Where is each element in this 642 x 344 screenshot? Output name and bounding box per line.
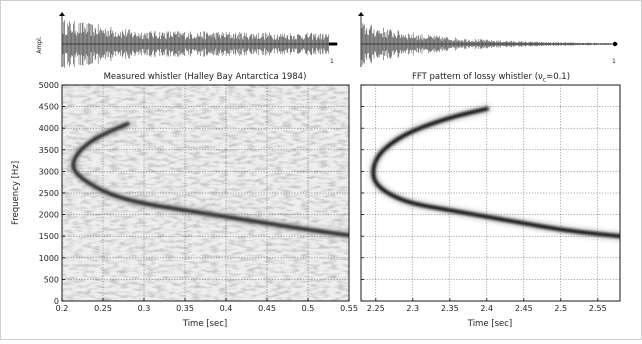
right-chart-title: FFT pattern of lossy whistler (νc=0.1): [412, 72, 570, 84]
trace-point: [184, 210, 185, 211]
y-tick-label: 3000: [39, 167, 59, 176]
y-tick-label: 5000: [39, 81, 59, 90]
trace-point: [86, 182, 87, 183]
x-tick-label: 2.4: [480, 304, 493, 313]
trace-point: [560, 229, 561, 230]
left-whistler-trace-group: [68, 119, 349, 240]
trace-point: [78, 151, 79, 152]
x-tick-label: 0.4: [220, 304, 233, 313]
y-tick-label: 1500: [39, 232, 59, 241]
y-tick-label: 4500: [39, 103, 59, 112]
x-tick-label: 2.3: [406, 304, 419, 313]
left-xlabel: Time [sec]: [182, 319, 227, 329]
right-title-main: FFT pattern of lossy whistler (ν: [412, 72, 543, 82]
trace-point: [72, 162, 73, 163]
left-plot-area: 0.2 0.25 0.3 0.35 0.4 0.45 0.5 0.55 0 500 1000 1500…: [11, 81, 358, 329]
trace-point: [107, 132, 108, 133]
x-tick-label: 2.5: [554, 304, 567, 313]
x-tick-label: 0.3: [138, 304, 151, 313]
left-waveform-ylabel: Ampl.: [36, 36, 43, 53]
left-ticks: 0.2 0.25 0.3 0.35 0.4 0.45 0.5 0.55 0 500 1000 1500…: [39, 81, 358, 313]
y-tick-label: 1000: [39, 254, 59, 263]
right-grid: [361, 85, 620, 301]
x-tick-label: 0.5: [302, 304, 315, 313]
trace-point: [307, 229, 308, 230]
trace-point: [390, 143, 391, 144]
x-tick-label: 0.45: [258, 304, 276, 313]
x-tick-label: 2.45: [515, 304, 533, 313]
x-tick-label: 2.25: [367, 304, 385, 313]
trace-point: [377, 156, 378, 157]
y-tick-label: 2000: [39, 211, 59, 220]
x-tick-label: 0.25: [94, 304, 112, 313]
whistler-trace: [71, 122, 349, 238]
y-tick-label: 0: [54, 297, 59, 306]
trace-point: [390, 195, 391, 196]
x-tick-label: 0.55: [340, 304, 358, 313]
left-waveform-panel: Ampl. 1: [36, 12, 338, 68]
y-tick-label: 500: [44, 275, 59, 284]
left-waveform-end-label: 1: [330, 58, 334, 65]
y-tick-label: 3500: [39, 146, 59, 155]
y-tick-label: 4000: [39, 124, 59, 133]
x-tick-label: 2.35: [441, 304, 459, 313]
right-waveform-end-label: 1: [612, 58, 616, 65]
figure-svg: Ampl. 1 1 Measured whistler (Halley Bay …: [11, 12, 621, 329]
left-ylabel: Frequency [Hz]: [11, 161, 21, 225]
trace-point: [111, 195, 112, 196]
right-plot-area: 2.25 2.3 2.35 2.4 2.45 2.5 2.55 Time [sec]: [360, 84, 621, 329]
right-ticks: 2.25 2.3 2.35 2.4 2.45 2.5 2.55: [361, 84, 607, 313]
y-tick-label: 2500: [39, 189, 59, 198]
right-waveform-panel: 1: [358, 12, 618, 67]
trace-point: [127, 123, 128, 124]
x-tick-label: 2.55: [589, 304, 607, 313]
right-title-end: =0.1): [546, 72, 570, 82]
x-tick-label: 0.2: [56, 304, 69, 313]
left-chart-title: Measured whistler (Halley Bay Antarctica…: [104, 72, 307, 82]
trace-point: [449, 210, 450, 211]
left-grid: [62, 85, 349, 301]
right-title-sub: c: [543, 77, 546, 84]
trace-point: [90, 141, 91, 142]
x-tick-label: 0.35: [176, 304, 194, 313]
right-xlabel: Time [sec]: [467, 319, 512, 329]
